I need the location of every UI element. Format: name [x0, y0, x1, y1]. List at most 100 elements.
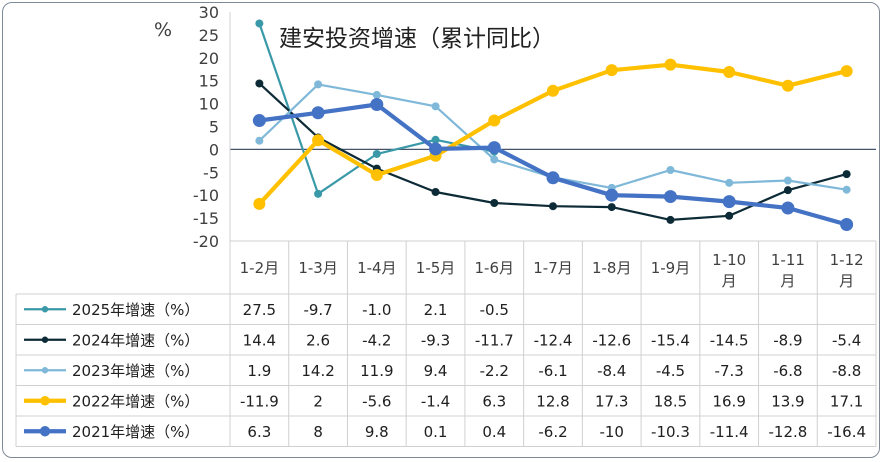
category-label: 1-11 月	[771, 251, 805, 290]
table-cell: -12.8	[769, 423, 808, 441]
data-point	[546, 171, 560, 185]
data-point	[781, 201, 795, 215]
y-tick-label: 25	[199, 26, 219, 45]
table-cell: 8	[313, 423, 323, 441]
table-cell: -16.4	[827, 423, 866, 441]
table-cell: 2.1	[424, 301, 448, 319]
table-cell: -11.7	[475, 331, 514, 349]
table-cell: -6.1	[538, 362, 567, 380]
category-label: 1-7月	[533, 259, 573, 277]
data-point	[255, 79, 264, 88]
table-cell: -8.4	[597, 362, 626, 380]
table-cell: -8.8	[832, 362, 861, 380]
data-point	[488, 114, 501, 127]
table-cell: -11.9	[240, 392, 279, 410]
data-point	[664, 58, 677, 71]
data-point	[605, 64, 618, 77]
data-point	[312, 134, 325, 147]
table-cell: 9.8	[365, 423, 389, 441]
y-tick-label: -15	[193, 209, 219, 228]
category-label: 1-3月	[298, 259, 338, 277]
table-cell: 12.8	[536, 392, 569, 410]
y-tick-label: -5	[203, 163, 219, 182]
data-point	[487, 141, 501, 155]
table-cell: 17.3	[595, 392, 628, 410]
data-point	[372, 149, 381, 158]
category-label: 1-10 月	[712, 251, 746, 290]
table-cell: -6.8	[773, 362, 802, 380]
table-cell: 14.4	[243, 331, 276, 349]
table-cell: -1.0	[362, 301, 391, 319]
legend-label: 2022年增速（%）	[72, 392, 199, 410]
data-point	[725, 178, 734, 187]
data-point	[842, 170, 851, 179]
legend-key-marker	[41, 306, 49, 313]
data-point	[255, 19, 264, 28]
y-tick-label: -10	[193, 186, 219, 205]
data-point	[722, 195, 736, 209]
category-label: 1-4月	[357, 259, 397, 277]
table-cell: -11.4	[710, 423, 749, 441]
table-cell: 1.9	[247, 362, 271, 380]
table-cell: 0.4	[482, 423, 506, 441]
legend-label: 2021年增速（%）	[72, 423, 199, 441]
table-cell: -0.5	[480, 301, 509, 319]
table-cell: -10	[599, 423, 624, 441]
y-axis-unit: %	[154, 19, 172, 41]
data-point	[605, 188, 619, 202]
data-point	[723, 65, 736, 78]
table-cell: -9.7	[303, 301, 332, 319]
table-cell: -2.2	[480, 362, 509, 380]
data-point	[314, 189, 323, 198]
table-cell: 16.9	[712, 392, 745, 410]
data-point	[725, 211, 734, 220]
y-tick-label: 20	[199, 49, 219, 68]
data-point	[666, 166, 675, 175]
data-point	[663, 190, 677, 204]
table-cell: -7.3	[715, 362, 744, 380]
table-cell: -12.4	[534, 331, 573, 349]
data-point	[490, 155, 499, 164]
table-cell: 27.5	[243, 301, 276, 319]
table-cell: -5.4	[832, 331, 861, 349]
table-cell: -4.2	[362, 331, 391, 349]
table-cell: -14.5	[710, 331, 749, 349]
table-cell: -4.5	[656, 362, 685, 380]
table-cell: -15.4	[651, 331, 690, 349]
legend-key-marker	[40, 395, 50, 406]
table-cell: 6.3	[247, 423, 271, 441]
series-line	[258, 82, 847, 221]
data-point	[370, 98, 384, 112]
data-point	[311, 106, 325, 120]
data-point	[783, 176, 792, 185]
y-tick-label: 30	[199, 3, 219, 22]
table-cell: -10.3	[651, 423, 690, 441]
data-point	[549, 202, 557, 211]
y-tick-label: 10	[199, 95, 219, 114]
category-label: 1-8月	[592, 259, 632, 277]
data-point	[842, 185, 851, 194]
data-point	[370, 169, 383, 182]
legend-key-marker	[41, 367, 49, 374]
table-cell: 0.1	[424, 423, 448, 441]
chart-title: 建安投资增速（累计同比）	[279, 26, 555, 52]
data-point	[666, 215, 675, 224]
data-point	[431, 187, 440, 196]
table-cell: 11.9	[360, 362, 393, 380]
category-label: 1-6月	[475, 259, 515, 277]
y-tick-label: 15	[199, 72, 219, 91]
data-point	[547, 84, 559, 97]
table-cell: -9.3	[421, 331, 450, 349]
table-cell: -8.9	[773, 331, 802, 349]
table-cell: 14.2	[301, 362, 334, 380]
table-cell: 2	[313, 392, 323, 410]
legend-label: 2024年增速（%）	[72, 331, 199, 349]
table-cell: 6.3	[482, 392, 506, 410]
data-point	[840, 218, 854, 232]
category-label: 1-5月	[416, 259, 456, 277]
category-label: 1-9月	[651, 259, 691, 277]
data-point	[255, 136, 264, 145]
data-point	[372, 90, 381, 99]
category-label: 1-2月	[240, 259, 280, 277]
